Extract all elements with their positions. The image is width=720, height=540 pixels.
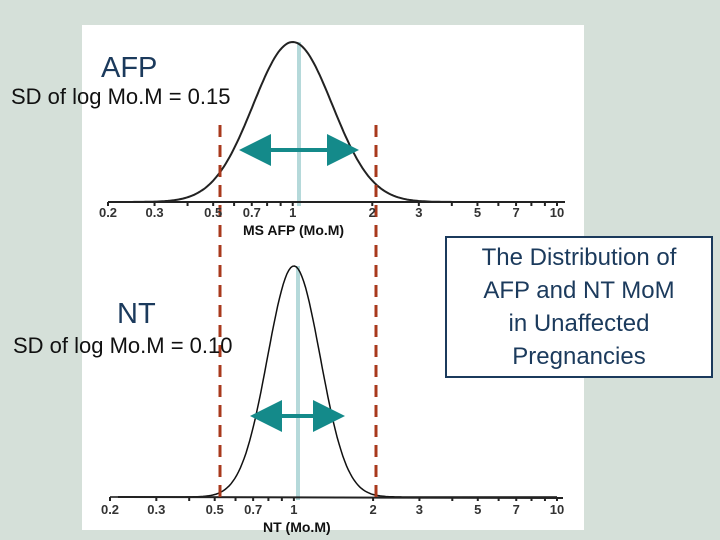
tick-label: 1 <box>290 502 298 517</box>
tick-label: 2 <box>369 502 377 517</box>
nt-title: NT <box>117 298 156 330</box>
afp-distribution-curve <box>108 40 557 203</box>
tick-label: 0.2 <box>98 205 118 220</box>
description-line: Pregnancies <box>512 343 646 370</box>
tick-label: 1 <box>289 205 297 220</box>
nt-axis-title: NT (Mo.M) <box>263 519 331 535</box>
tick-label: 3 <box>415 502 424 517</box>
nt-axis-line <box>117 496 564 499</box>
afp-chart <box>107 40 565 206</box>
tick-label: 0.5 <box>204 205 223 220</box>
tick-label: 0.7 <box>244 502 263 517</box>
tick-label: 7 <box>512 205 520 220</box>
afp-sd-label: SD of log Mo.M = 0.15 <box>11 84 231 109</box>
afp-axis-title: MS AFP (Mo.M) <box>243 222 345 238</box>
nt-sd-label: SD of log Mo.M = 0.10 <box>13 333 233 358</box>
description-line: The Distribution of <box>481 244 677 271</box>
tick-label: 0.3 <box>145 205 164 220</box>
afp-axis-ticks <box>107 202 558 206</box>
tick-label: 5 <box>473 205 482 220</box>
tick-label: 10 <box>549 205 565 220</box>
nt-chart <box>109 265 564 501</box>
afp-title: AFP <box>101 52 158 84</box>
tick-label: 2 <box>368 205 376 220</box>
tick-label: 3 <box>415 205 423 220</box>
description-box: The Distribution of AFP and NT MoM in Un… <box>445 236 713 378</box>
tick-label: 10 <box>549 502 565 517</box>
tick-label: 7 <box>512 502 520 517</box>
tick-label: 0.5 <box>205 502 224 517</box>
tick-label: 5 <box>474 502 482 517</box>
nt-axis-ticks <box>109 497 558 501</box>
tick-label: 0.2 <box>100 502 120 517</box>
description-line: in Unaffected <box>508 310 650 337</box>
tick-label: 0.3 <box>147 502 166 517</box>
tick-label: 0.7 <box>242 205 261 220</box>
description-line: AFP and NT MoM <box>483 277 675 304</box>
